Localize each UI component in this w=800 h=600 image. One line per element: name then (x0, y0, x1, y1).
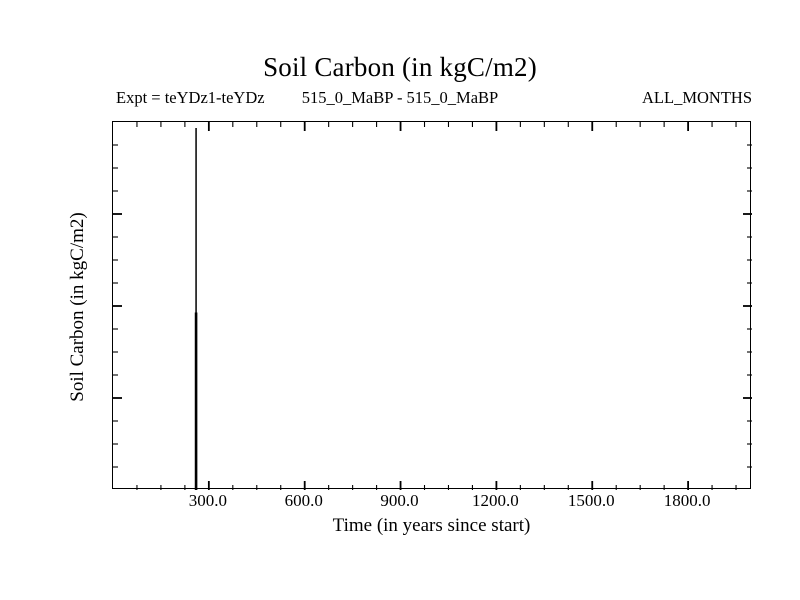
subtitle-months: ALL_MONTHS (642, 88, 752, 107)
subtitle-period: 515_0_MaBP - 515_0_MaBP (301, 88, 499, 107)
plot-area (112, 121, 752, 490)
x-tick-label: 600.0 (284, 491, 323, 510)
y-axis-title: Soil Carbon (in kgC/m2) (67, 212, 88, 402)
chart-title: Soil Carbon (in kgC/m2) (263, 52, 537, 82)
axis-ticks (113, 122, 752, 490)
subtitle-experiment: Expt = teYDz1-teYDz (116, 88, 265, 107)
x-axis-title: Time (in years since start) (332, 515, 531, 536)
x-tick-label: 1800.0 (663, 491, 711, 510)
x-tick-label: 900.0 (380, 491, 419, 510)
x-tick-label: 1500.0 (567, 491, 615, 510)
x-tick-label: 1200.0 (472, 491, 519, 510)
plot-canvas (113, 122, 752, 490)
x-tick-label: 300.0 (188, 491, 227, 510)
